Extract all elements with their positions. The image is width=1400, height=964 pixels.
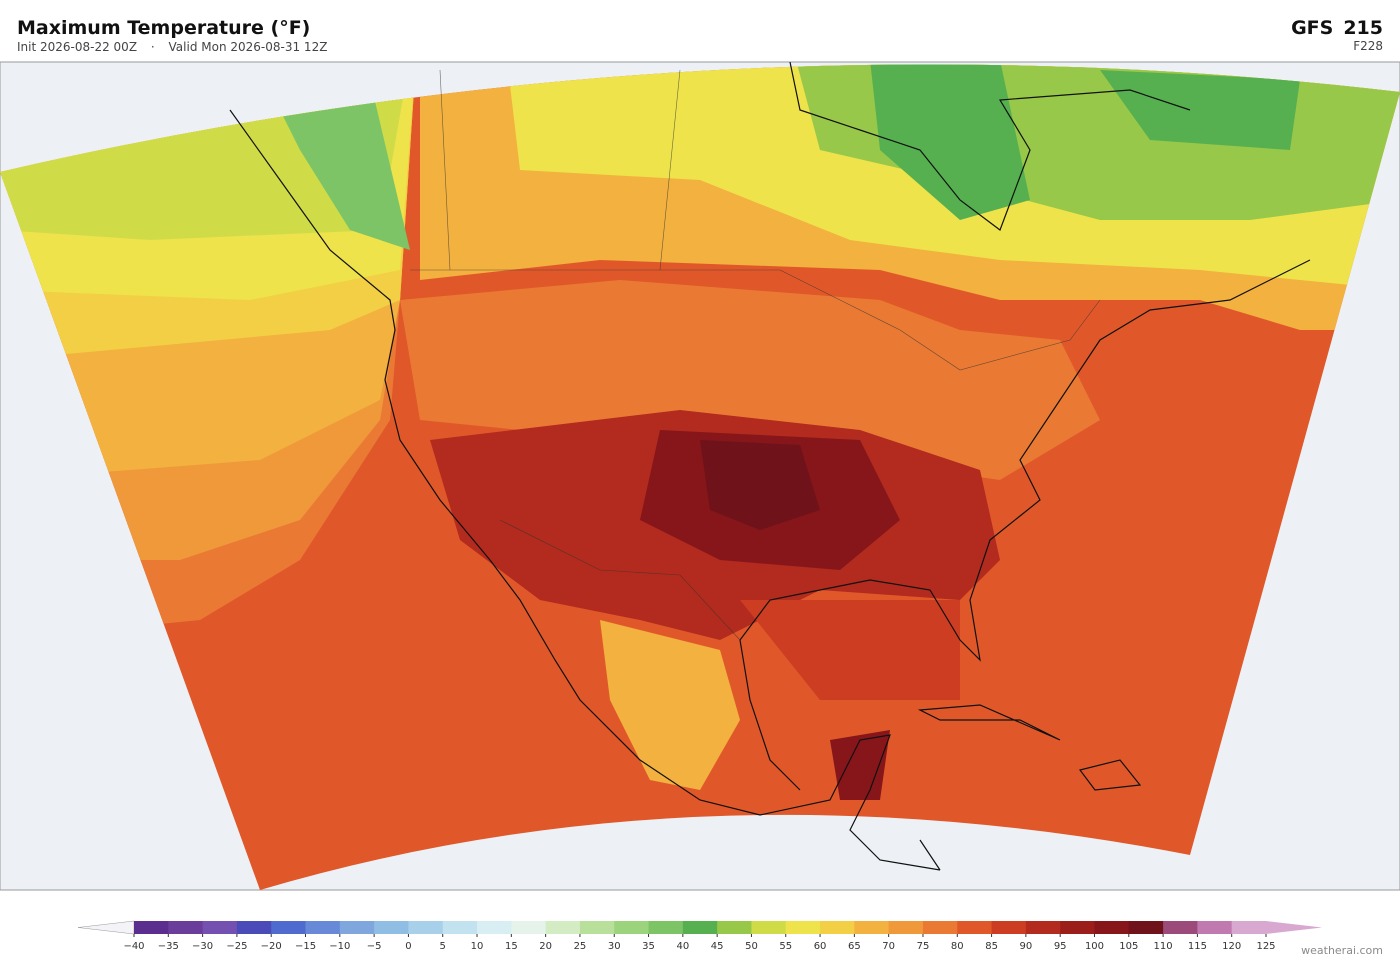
title: Maximum Temperature (°F) bbox=[17, 17, 310, 39]
separator: · bbox=[151, 40, 155, 54]
colorbar-segment bbox=[1197, 921, 1233, 934]
colorbar-segment bbox=[888, 921, 924, 934]
init: Init 2026-08-22 00Z bbox=[17, 40, 137, 54]
colorbar-segment bbox=[374, 921, 409, 934]
model: GFS 215 bbox=[1291, 17, 1383, 39]
colorbar-segment bbox=[1163, 921, 1198, 934]
valid: Valid Mon 2026-08-31 12Z bbox=[169, 40, 328, 54]
colorbar-segment bbox=[1231, 921, 1267, 934]
coastlines bbox=[229, 62, 1311, 871]
borders bbox=[410, 69, 1101, 641]
tick-label: 0 bbox=[405, 941, 411, 952]
tick-label: 90 bbox=[1020, 941, 1033, 952]
extend-high bbox=[1266, 921, 1322, 934]
tick-label: −15 bbox=[295, 941, 316, 952]
colorbar-segment bbox=[477, 921, 512, 934]
colorbar-segment bbox=[1060, 921, 1095, 934]
tick-label: 35 bbox=[642, 941, 655, 952]
colorbar-segment bbox=[854, 921, 890, 934]
tick-label: 95 bbox=[1054, 941, 1067, 952]
subtitle: Init 2026-08-22 00Z · Valid Mon 2026-08-… bbox=[17, 40, 327, 54]
colorbar: −40 −35 −30 −25 −20 −15 −10 −5 0 5 10 15 20 25 30 35 40 4… bbox=[77, 920, 1322, 952]
tick-label: 45 bbox=[711, 941, 724, 952]
colorbar-segment bbox=[442, 921, 478, 934]
field bbox=[830, 730, 890, 800]
colorbar-segment bbox=[820, 921, 855, 934]
coastline bbox=[229, 109, 941, 871]
tick-label: 10 bbox=[471, 941, 484, 952]
hudson-bay bbox=[789, 62, 1191, 231]
tick-label: 75 bbox=[917, 941, 930, 952]
field bbox=[270, 80, 410, 250]
colorbar-segment bbox=[408, 921, 444, 934]
field bbox=[740, 600, 960, 700]
colorbar-segment bbox=[717, 921, 752, 934]
colorbar-segment bbox=[134, 921, 169, 934]
tick-label: 115 bbox=[1188, 941, 1207, 952]
colorbar-segment bbox=[305, 921, 341, 934]
colorbar-segment bbox=[1094, 921, 1130, 934]
watermark: weatherai.com bbox=[1301, 944, 1383, 957]
colorbar-segment bbox=[785, 921, 821, 934]
tick-label: 85 bbox=[985, 941, 998, 952]
colorbar-segment bbox=[271, 921, 307, 934]
tick-label: 15 bbox=[505, 941, 518, 952]
colorbar-segment bbox=[991, 921, 1027, 934]
colorbar-segment bbox=[1128, 921, 1164, 934]
forecast-hour: F228 bbox=[1353, 39, 1383, 53]
tick-label: 65 bbox=[848, 941, 861, 952]
tick-label: 120 bbox=[1222, 941, 1241, 952]
run: 215 bbox=[1343, 17, 1383, 39]
colorbar-segment bbox=[648, 921, 684, 934]
colorbar-segment bbox=[545, 921, 581, 934]
tick-label: 55 bbox=[779, 941, 792, 952]
tick-label: −40 bbox=[123, 941, 144, 952]
colorbar-segment bbox=[339, 921, 375, 934]
tick-label: 105 bbox=[1119, 941, 1138, 952]
tick-label: 40 bbox=[676, 941, 689, 952]
field bbox=[700, 440, 820, 530]
tick-label: 100 bbox=[1085, 941, 1104, 952]
tick-label: −25 bbox=[226, 941, 247, 952]
tick-label: 110 bbox=[1154, 941, 1173, 952]
colorbar-segment bbox=[957, 921, 993, 934]
colorbar-segment bbox=[751, 921, 787, 934]
tick-label: −10 bbox=[329, 941, 350, 952]
colorbar-segment bbox=[682, 921, 718, 934]
island bbox=[917, 704, 1142, 791]
tick-label: −20 bbox=[261, 941, 282, 952]
extend-low bbox=[77, 920, 135, 935]
colorbar-segment bbox=[511, 921, 547, 934]
colorbar-segment bbox=[1025, 921, 1061, 934]
tick-label: 50 bbox=[745, 941, 758, 952]
tick-label: 20 bbox=[539, 941, 552, 952]
tick-label: 80 bbox=[951, 941, 964, 952]
tick-label: −35 bbox=[158, 941, 179, 952]
colorbar-segment bbox=[579, 921, 615, 934]
field bbox=[870, 64, 1300, 220]
colorbar-segment bbox=[236, 921, 272, 934]
model-name: GFS bbox=[1291, 17, 1333, 39]
tick-label: 25 bbox=[574, 941, 587, 952]
field bbox=[600, 620, 740, 790]
tick-label: 30 bbox=[608, 941, 621, 952]
tick-label: 70 bbox=[882, 941, 895, 952]
colorbar-segment bbox=[202, 921, 238, 934]
tick-label: 60 bbox=[814, 941, 827, 952]
tick-label: −5 bbox=[367, 941, 382, 952]
tick-label: −30 bbox=[192, 941, 213, 952]
colorbar-segment bbox=[922, 921, 958, 934]
tick-label: 5 bbox=[440, 941, 446, 952]
colorbar-segment bbox=[168, 921, 204, 934]
tick-label: 125 bbox=[1256, 941, 1275, 952]
colorbar-segment bbox=[614, 921, 650, 934]
